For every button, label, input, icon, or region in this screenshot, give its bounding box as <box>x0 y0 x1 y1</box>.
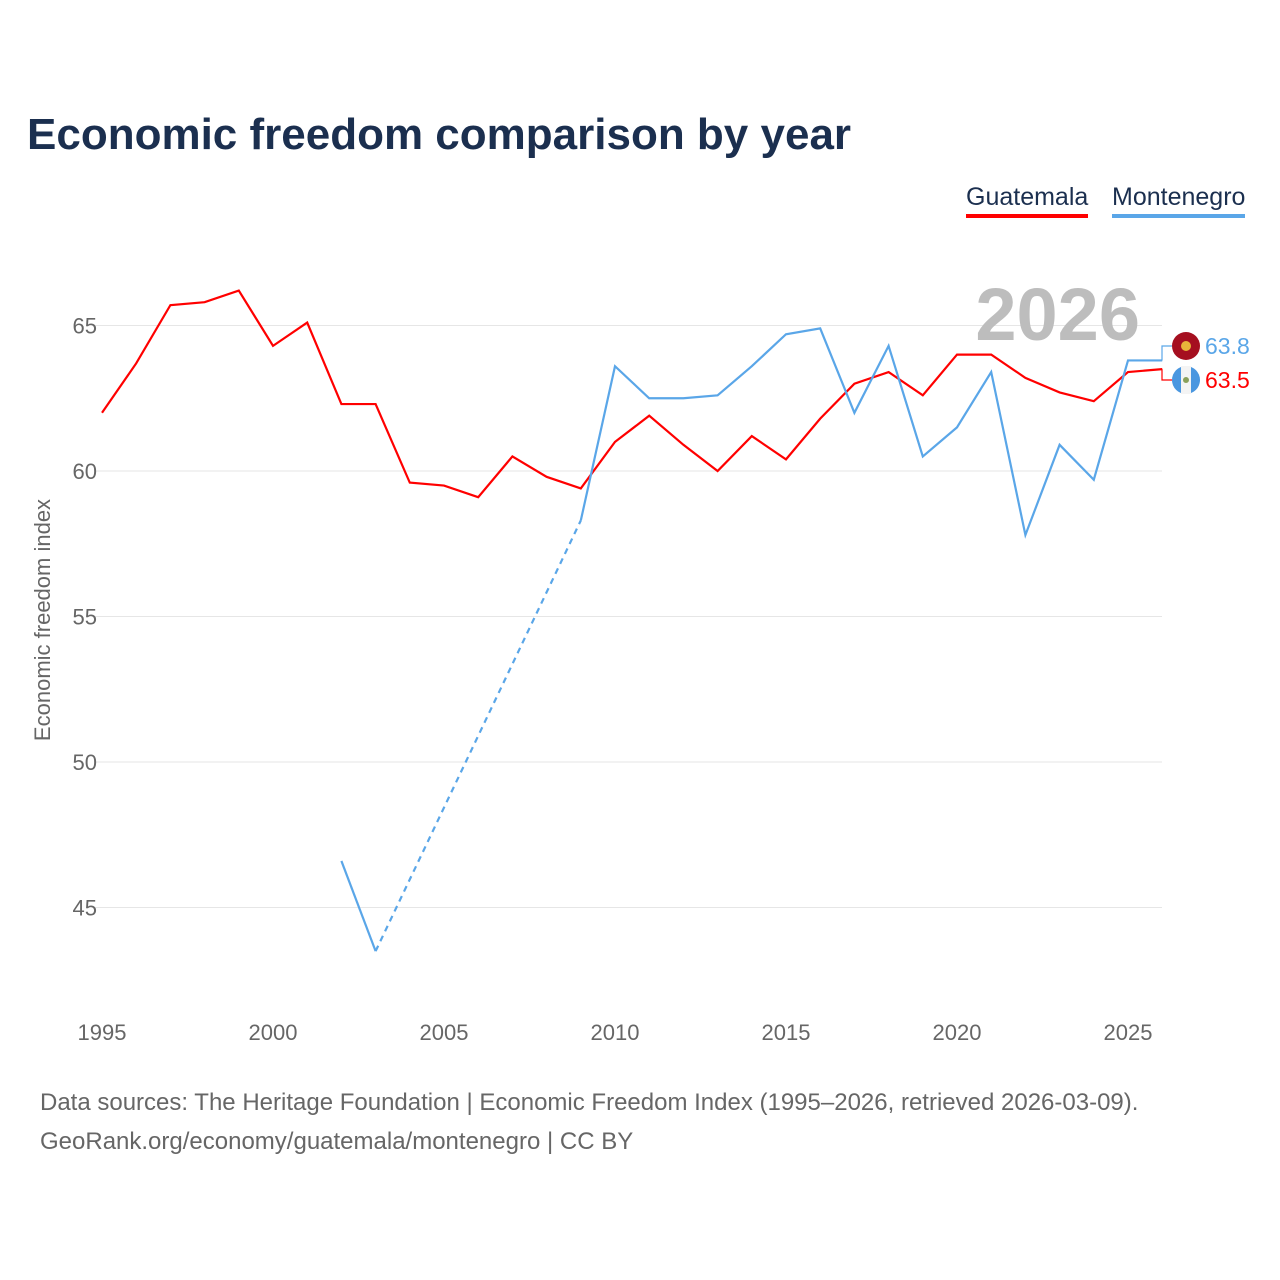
y-tick-label: 65 <box>73 314 97 339</box>
y-tick-label: 45 <box>73 896 97 921</box>
flag-emblem <box>1181 341 1191 351</box>
series-line-montenegro <box>579 327 1163 539</box>
series-line-guatemala <box>101 289 1163 499</box>
year-watermark: 2026 <box>975 273 1140 356</box>
end-connector <box>1161 368 1172 381</box>
end-connector <box>1161 345 1172 362</box>
x-tick-label: 2015 <box>762 1020 811 1045</box>
flag-emblem <box>1183 377 1189 383</box>
source-url[interactable]: GeoRank.org/economy/guatemala/montenegro… <box>40 1128 634 1155</box>
x-tick-label: 2020 <box>933 1020 982 1045</box>
legend-guatemala[interactable]: Guatemala <box>966 183 1089 218</box>
x-tick-label: 2010 <box>591 1020 640 1045</box>
y-tick-label: 55 <box>73 605 97 630</box>
source-note: Data sources: The Heritage Foundation | … <box>40 1089 1139 1116</box>
legend-montenegro[interactable]: Montenegro <box>1112 183 1246 218</box>
end-value-label: 63.8 <box>1205 333 1250 359</box>
y-tick-label: 50 <box>73 750 97 775</box>
chart-title: Economic freedom comparison by year <box>27 110 852 159</box>
series-line-montenegro <box>340 860 377 952</box>
y-axis-label: Economic freedom index <box>30 499 55 741</box>
series-gap-montenegro <box>374 519 582 952</box>
end-value-label: 63.5 <box>1205 367 1250 393</box>
x-tick-label: 1995 <box>78 1020 127 1045</box>
y-tick-label: 60 <box>73 459 97 484</box>
x-tick-label: 2005 <box>420 1020 469 1045</box>
line-chart: 45 50 55 60 65 1995 2000 2005 2010 2015 2020 2025 Ec… <box>30 273 1250 1045</box>
x-tick-label: 2025 <box>1104 1020 1153 1045</box>
x-tick-label: 2000 <box>249 1020 298 1045</box>
